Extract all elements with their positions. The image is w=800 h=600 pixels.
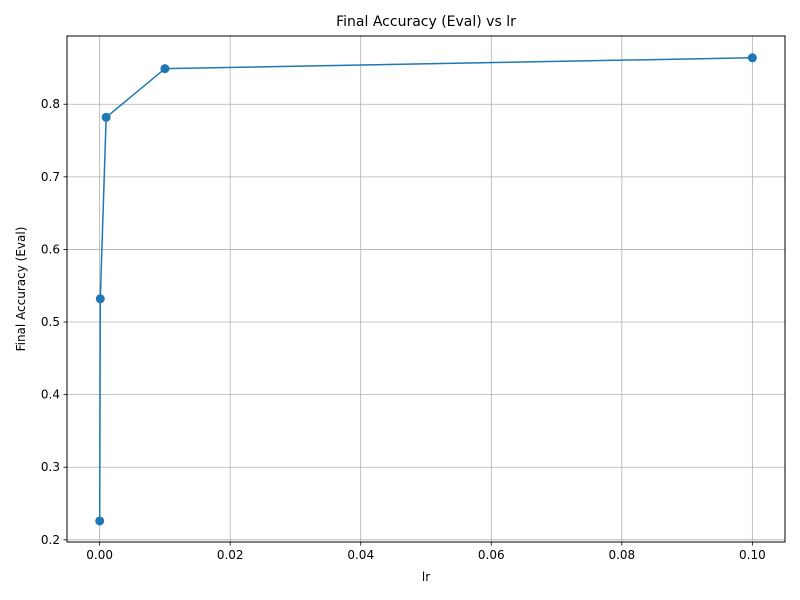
data-point (95, 516, 105, 526)
y-tick-label: 0.5 (41, 315, 60, 329)
x-axis-label: lr (422, 570, 430, 584)
ticks: 0.00 0.02 0.04 0.06 0.08 0.10 0.2 0.3 0.4 0.5 0.6 0… (41, 97, 766, 562)
data-point (101, 112, 111, 122)
x-tick-label: 0.00 (86, 548, 113, 562)
y-tick-label: 0.8 (41, 97, 60, 111)
series-layer (95, 53, 757, 526)
y-tick-label: 0.2 (41, 533, 60, 547)
y-tick-label: 0.6 (41, 242, 60, 256)
plot-frame (66, 35, 786, 543)
x-tick-label: 0.08 (608, 548, 635, 562)
grid (67, 36, 785, 542)
x-tick-label: 0.04 (347, 548, 374, 562)
data-point (160, 64, 170, 74)
data-point (95, 294, 105, 304)
x-tick-label: 0.06 (478, 548, 505, 562)
data-point (747, 53, 757, 63)
y-tick-label: 0.7 (41, 170, 60, 184)
y-tick-label: 0.4 (41, 388, 60, 402)
chart-title: Final Accuracy (Eval) vs lr (336, 14, 516, 30)
y-tick-label: 0.3 (41, 460, 60, 474)
x-tick-label: 0.10 (739, 548, 766, 562)
y-axis-label: Final Accuracy (Eval) (14, 227, 28, 352)
x-tick-label: 0.02 (217, 548, 244, 562)
